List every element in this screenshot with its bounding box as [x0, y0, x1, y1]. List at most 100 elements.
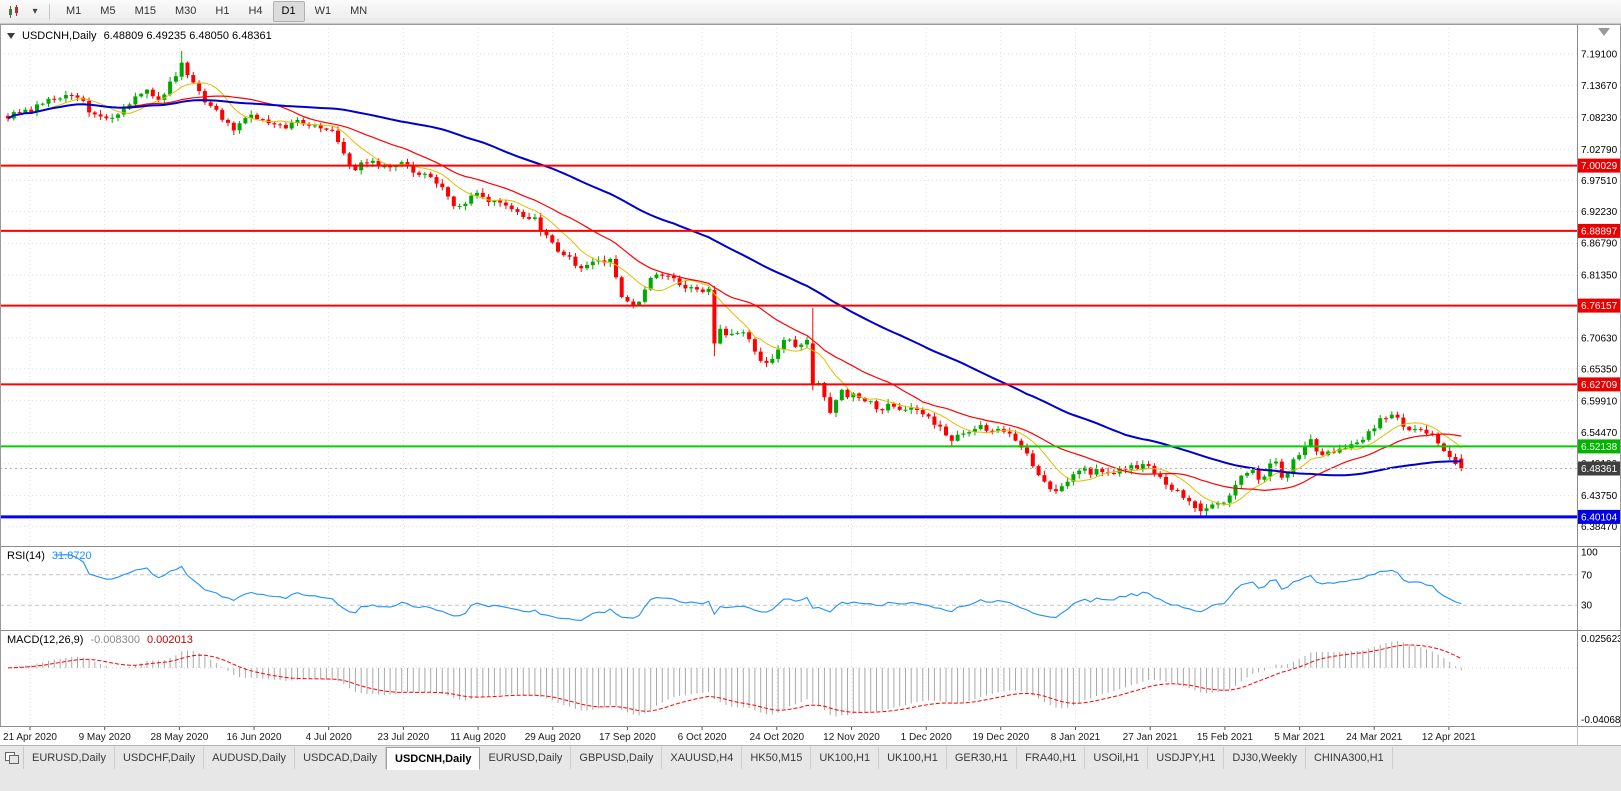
- svg-text:-0.040688: -0.040688: [1581, 715, 1621, 726]
- chart-tab-9-uk100-h1[interactable]: UK100,H1: [811, 747, 880, 769]
- timeframe-button-m5[interactable]: M5: [100, 5, 116, 17]
- svg-text:6.65350: 6.65350: [1581, 364, 1618, 375]
- timeframe-toolbar: ▾ M1 M5 M15 M30 H1 H4 D1 W1 MN: [0, 0, 1621, 24]
- svg-text:6.38470: 6.38470: [1581, 522, 1618, 533]
- chart-tab-11-ger30-h1[interactable]: GER30,H1: [947, 747, 1018, 769]
- svg-text:6.81350: 6.81350: [1581, 271, 1618, 282]
- svg-text:6.52138: 6.52138: [1581, 442, 1618, 453]
- time-axis-label: 6 Oct 2020: [678, 732, 727, 743]
- time-axis-label: 24 Oct 2020: [750, 732, 805, 743]
- main-price-chart[interactable]: 7.19100 7.13670 7.08230 7.02790 6.97510 6.922…: [0, 24, 1621, 546]
- rsi-line: [54, 554, 1462, 621]
- chart-tab-15-dj30-weekly[interactable]: DJ30,Weekly: [1224, 747, 1306, 769]
- timeframe-button-m15[interactable]: M15: [134, 5, 156, 17]
- chart-window: 7.19100 7.13670 7.08230 7.02790 6.97510 6.922…: [0, 24, 1621, 745]
- time-axis-label: 1 Dec 2020: [901, 732, 953, 743]
- chart-dropdown-caret-icon[interactable]: ▾: [32, 6, 38, 17]
- svg-text:6.76157: 6.76157: [1581, 301, 1618, 312]
- timeframe-button-m30[interactable]: M30: [174, 5, 197, 17]
- time-axis-label: 5 Mar 2021: [1274, 732, 1325, 743]
- time-axis-label: 28 May 2020: [150, 732, 208, 743]
- timeframe-buttons: M1 M5 M15 M30 H1 H4 D1 W1 MN: [57, 1, 376, 22]
- time-axis-label: 24 Mar 2021: [1346, 732, 1403, 743]
- chart-tab-3-usdcad-daily[interactable]: USDCAD,Daily: [295, 747, 387, 769]
- timeframe-button-mn[interactable]: MN: [350, 5, 368, 17]
- svg-text:7.02790: 7.02790: [1581, 145, 1618, 156]
- timeframe-button-h1[interactable]: H1: [215, 5, 230, 17]
- rsi-indicator-pane[interactable]: 100 70 30 RSI(14) 31.8720: [0, 546, 1621, 630]
- time-axis[interactable]: 21 Apr 2020 9 May 2020 28 May 2020 16 Jun 2…: [0, 726, 1621, 745]
- chart-tab-2-audusd-daily[interactable]: AUDUSD,Daily: [204, 747, 296, 769]
- svg-text:6.88897: 6.88897: [1581, 226, 1618, 237]
- time-axis-label: 15 Feb 2021: [1197, 732, 1254, 743]
- svg-text:6.62709: 6.62709: [1581, 380, 1618, 391]
- price-axis-labels: 7.19100 7.13670 7.08230 7.02790 6.97510 6.922…: [1581, 49, 1618, 533]
- chart-shift-marker: [1598, 28, 1610, 36]
- timeframe-button-h4[interactable]: H4: [248, 5, 263, 17]
- chart-type-icon[interactable]: [4, 2, 26, 21]
- chart-tab-5-eurusd-daily[interactable]: EURUSD,Daily: [480, 747, 572, 769]
- svg-text:100: 100: [1581, 548, 1598, 559]
- time-axis-label: 8 Jan 2021: [1051, 732, 1101, 743]
- timeframe-button-d1[interactable]: D1: [272, 1, 305, 22]
- svg-text:6.86790: 6.86790: [1581, 239, 1618, 250]
- window-list-icon[interactable]: [0, 747, 24, 769]
- macd-chart[interactable]: 0.025623 -0.040688: [0, 630, 1621, 726]
- chart-tab-4-usdcnh-daily[interactable]: USDCNH,Daily: [386, 747, 481, 770]
- time-axis-label: 19 Dec 2020: [972, 732, 1029, 743]
- ma-fast-line: [7, 82, 1462, 506]
- one-click-trading-arrow-icon[interactable]: [7, 33, 15, 39]
- ma-slow-line: [7, 99, 1462, 477]
- svg-text:6.97510: 6.97510: [1581, 176, 1618, 187]
- svg-text:6.48361: 6.48361: [1581, 464, 1618, 475]
- chart-tab-8-hk50-m15[interactable]: HK50,M15: [742, 747, 812, 769]
- svg-text:7.13670: 7.13670: [1581, 81, 1618, 92]
- timeframe-button-w1[interactable]: W1: [314, 5, 332, 17]
- macd-signal-line: [7, 644, 1462, 713]
- time-axis-label: 11 Aug 2020: [450, 732, 506, 743]
- svg-text:6.54470: 6.54470: [1581, 428, 1618, 439]
- time-axis-label: 17 Sep 2020: [599, 732, 656, 743]
- toolbar-separator: [49, 3, 50, 20]
- chart-tab-14-usdjpy-h1[interactable]: USDJPY,H1: [1148, 747, 1225, 769]
- macd-indicator-pane[interactable]: 0.025623-0.040688 MACD(12,26,9) -0.00830…: [0, 630, 1621, 726]
- svg-text:6.92230: 6.92230: [1581, 207, 1618, 218]
- chart-tab-13-usoil-h1[interactable]: USOil,H1: [1085, 747, 1149, 769]
- svg-text:6.40104: 6.40104: [1581, 512, 1618, 523]
- price-tags: 7.00029 6.88897 6.76157 6.62709 6.52138 6.401…: [1578, 158, 1620, 524]
- time-axis-label: 21 Apr 2020: [3, 732, 57, 743]
- chart-tab-1-usdchf-daily[interactable]: USDCHF,Daily: [115, 747, 205, 769]
- svg-text:0.025623: 0.025623: [1581, 634, 1621, 645]
- chart-tab-10-uk100-h1[interactable]: UK100,H1: [879, 747, 947, 769]
- horizontal-level-lines: [0, 164, 1577, 519]
- svg-text:6.43750: 6.43750: [1581, 491, 1618, 502]
- chart-tab-16-china300-h1[interactable]: CHINA300,H1: [1306, 747, 1393, 769]
- svg-text:30: 30: [1581, 601, 1593, 612]
- time-axis-label: 12 Nov 2020: [823, 732, 880, 743]
- chart-tab-12-fra40-h1[interactable]: FRA40,H1: [1017, 747, 1086, 769]
- time-axis-label: 4 Jul 2020: [306, 732, 353, 743]
- chart-tab-6-gbpusd-daily[interactable]: GBPUSD,Daily: [571, 747, 663, 769]
- time-axis-label: 29 Aug 2020: [525, 732, 582, 743]
- time-axis-label: 27 Jan 2021: [1123, 732, 1178, 743]
- rsi-chart[interactable]: 100 70 30: [0, 546, 1621, 630]
- svg-text:70: 70: [1581, 570, 1593, 581]
- candles-layer: [6, 50, 1464, 517]
- tabs-row: EURUSD,Daily USDCHF,Daily AUDUSD,Daily USDC…: [24, 747, 1393, 770]
- svg-text:7.00029: 7.00029: [1581, 161, 1618, 172]
- time-axis-label: 16 Jun 2020: [226, 732, 281, 743]
- svg-text:7.08230: 7.08230: [1581, 113, 1618, 124]
- timeframe-button-m1[interactable]: M1: [66, 5, 82, 17]
- time-axis-label: 9 May 2020: [79, 732, 132, 743]
- svg-text:6.59910: 6.59910: [1581, 396, 1618, 407]
- time-axis-label: 23 Jul 2020: [378, 732, 430, 743]
- svg-text:7.19100: 7.19100: [1581, 49, 1618, 60]
- chart-tab-0-eurusd-daily[interactable]: EURUSD,Daily: [24, 747, 115, 769]
- svg-text:6.70630: 6.70630: [1581, 334, 1618, 345]
- ma-mid-line: [7, 95, 1462, 492]
- chart-tab-7-xauusd-h4[interactable]: XAUUSD,H4: [662, 747, 743, 769]
- time-axis-label: 12 Apr 2021: [1422, 732, 1476, 743]
- macd-histogram: [13, 641, 1462, 717]
- price-chart-pane[interactable]: 7.19100 7.13670 7.08230 7.02790 6.97510 6.922…: [0, 24, 1621, 546]
- chart-tab-bar: EURUSD,Daily USDCHF,Daily AUDUSD,Daily USDC…: [0, 745, 1621, 791]
